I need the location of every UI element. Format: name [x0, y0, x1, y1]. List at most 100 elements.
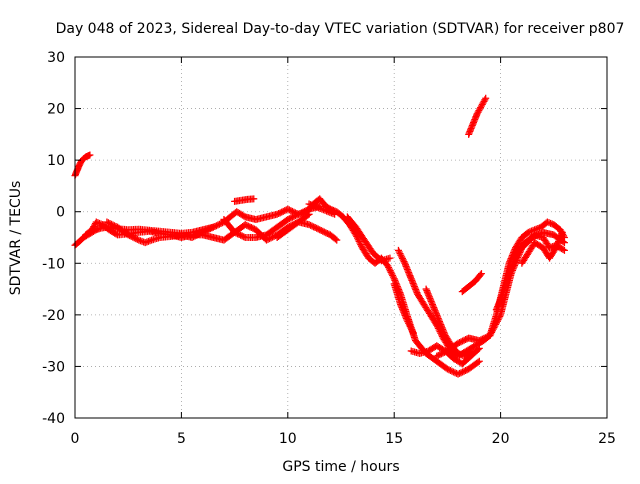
series-track-g: [273, 218, 341, 244]
data-point: [231, 228, 239, 236]
data-point: [478, 335, 486, 343]
data-point: [205, 225, 213, 233]
data-point: [291, 212, 299, 220]
data-point: [467, 347, 475, 355]
data-point: [560, 246, 568, 254]
data-point: [214, 221, 222, 229]
y-tick-label: -10: [42, 256, 65, 272]
data-point: [285, 206, 293, 214]
data-point: [249, 224, 257, 232]
data-point: [323, 229, 331, 237]
data-point: [111, 222, 119, 230]
data-point: [211, 222, 219, 230]
data-point: [437, 350, 445, 358]
data-point: [407, 324, 415, 332]
series-track-t: [518, 228, 566, 267]
data-point: [200, 228, 208, 236]
data-point: [247, 224, 255, 232]
data-point: [314, 225, 322, 233]
y-tick-label: 30: [47, 50, 65, 66]
data-point: [107, 220, 115, 228]
data-point: [511, 254, 519, 262]
x-tick-label: 25: [598, 431, 616, 447]
data-point: [86, 151, 94, 159]
data-point: [385, 265, 393, 273]
data-point: [466, 348, 474, 356]
data-point: [287, 207, 295, 215]
data-point: [405, 319, 413, 327]
data-point: [308, 222, 316, 230]
data-point: [126, 232, 134, 240]
data-point: [386, 267, 394, 275]
data-point: [293, 211, 301, 219]
data-point: [238, 232, 246, 240]
data-point: [307, 221, 315, 229]
data-point: [405, 321, 413, 329]
data-point: [237, 231, 245, 239]
data-point: [288, 207, 296, 215]
data-point: [191, 232, 199, 240]
series-track-p: [458, 270, 485, 296]
data-point: [481, 334, 489, 342]
x-tick-label: 10: [279, 431, 297, 447]
x-tick-label: 20: [492, 431, 510, 447]
data-point: [386, 254, 394, 262]
y-tick-label: -40: [42, 411, 65, 427]
data-point: [129, 233, 137, 241]
data-point: [356, 239, 364, 247]
data-point: [357, 241, 365, 249]
data-point: [448, 367, 456, 375]
data-point: [459, 337, 467, 345]
data-points: [71, 94, 568, 378]
data-point: [212, 222, 220, 230]
data-point: [322, 229, 330, 237]
data-point: [436, 351, 444, 359]
data-point: [310, 223, 318, 231]
data-point: [304, 206, 312, 214]
data-point: [206, 225, 214, 233]
series-track-f: [220, 203, 324, 241]
data-point: [459, 368, 467, 376]
data-point: [454, 339, 462, 347]
data-point: [243, 221, 251, 229]
data-point: [202, 227, 210, 235]
x-tick-label: 15: [385, 431, 403, 447]
series-track-a: [71, 151, 94, 180]
x-tick-label: 5: [177, 431, 186, 447]
data-point: [384, 262, 392, 270]
data-point: [234, 230, 242, 238]
data-point: [456, 369, 464, 377]
data-point: [387, 268, 395, 276]
data-point: [480, 334, 488, 342]
series-track-s: [492, 231, 568, 314]
x-tick-label: 0: [71, 431, 80, 447]
data-point: [197, 229, 205, 237]
data-point: [516, 244, 524, 252]
data-point: [313, 224, 321, 232]
data-point: [281, 207, 289, 215]
data-point: [294, 210, 302, 218]
data-point: [196, 230, 204, 238]
data-point: [353, 234, 361, 242]
data-point: [353, 233, 361, 241]
data-point: [320, 228, 328, 236]
data-point: [445, 366, 453, 374]
data-point: [208, 224, 216, 232]
data-point: [385, 263, 393, 271]
data-point: [284, 205, 292, 213]
data-point: [443, 365, 451, 373]
data-point: [451, 369, 459, 377]
data-point: [457, 338, 465, 346]
data-point: [477, 270, 485, 278]
data-point: [398, 254, 406, 262]
data-point: [434, 351, 442, 359]
data-point: [400, 258, 408, 266]
data-point: [551, 245, 559, 253]
data-point: [515, 246, 523, 254]
series-track-d: [103, 218, 217, 247]
data-point: [244, 222, 252, 230]
series-track-j: [343, 213, 394, 265]
data-point: [475, 357, 483, 365]
